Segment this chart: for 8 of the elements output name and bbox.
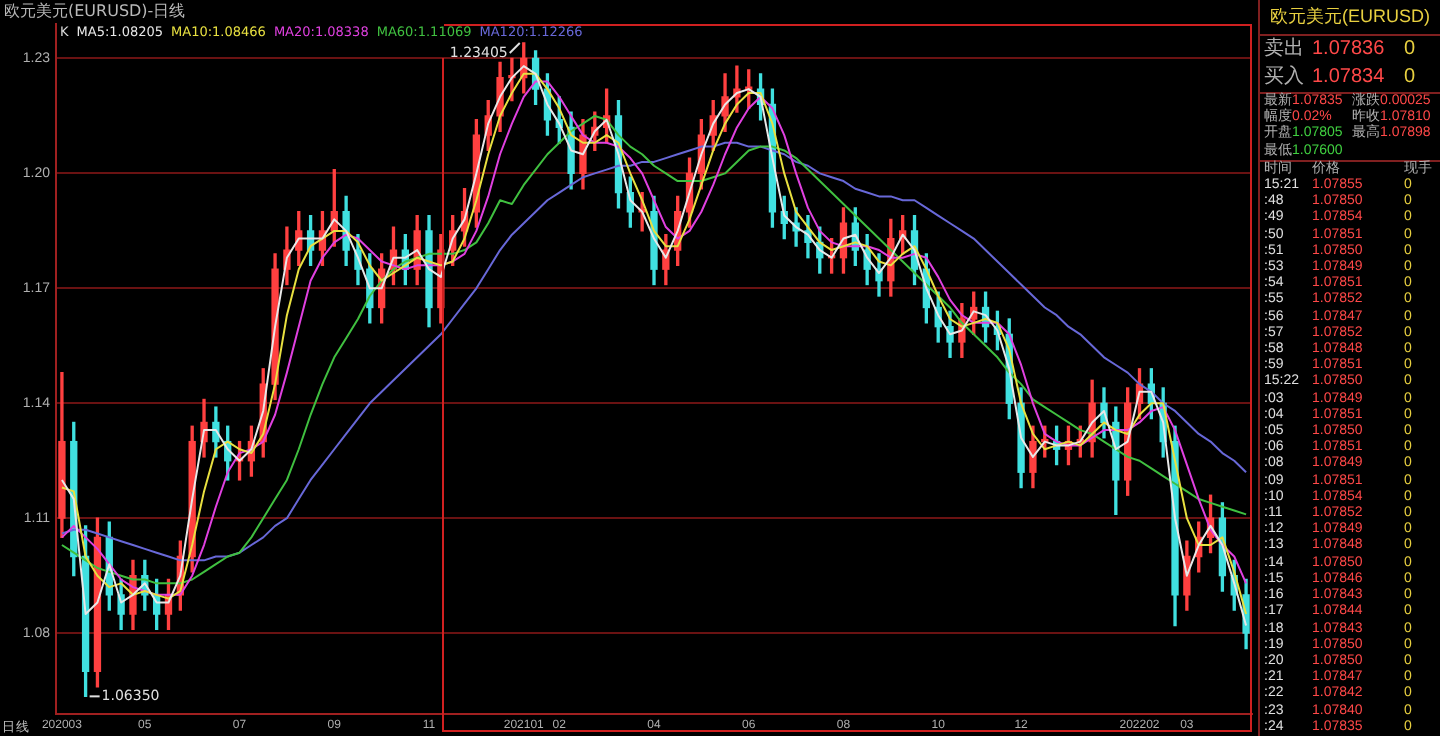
text: 1.07836	[1312, 36, 1387, 64]
text: 0	[1404, 64, 1418, 92]
text: 欧元美元(EURUSD)	[1260, 0, 1440, 36]
chart-title: 欧元美元(EURUSD)-日线	[4, 0, 186, 22]
text: 1.07834	[1312, 64, 1387, 92]
text: 卖出	[1264, 36, 1306, 64]
text: 买入	[1264, 64, 1306, 92]
text: 0	[1404, 36, 1418, 64]
